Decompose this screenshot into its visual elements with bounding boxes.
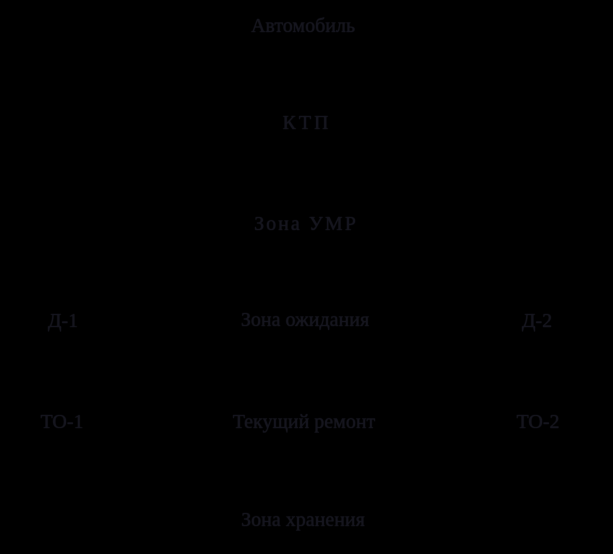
node-tekushchiy-remont: Текущий ремонт	[232, 411, 376, 433]
node-d1: Д-1	[47, 310, 79, 332]
node-zona-ozhidaniya: Зона ожидания	[240, 309, 370, 331]
node-ktp: КТП	[282, 112, 332, 134]
node-to2: ТО-2	[516, 411, 560, 433]
node-d2: Д-2	[521, 310, 553, 332]
node-zona-umr: Зона УМР	[254, 213, 358, 235]
node-to1: ТО-1	[40, 411, 84, 433]
node-avtomobil: Автомобиль	[250, 15, 356, 37]
node-zona-khraneniya: Зона хранения	[241, 509, 365, 531]
